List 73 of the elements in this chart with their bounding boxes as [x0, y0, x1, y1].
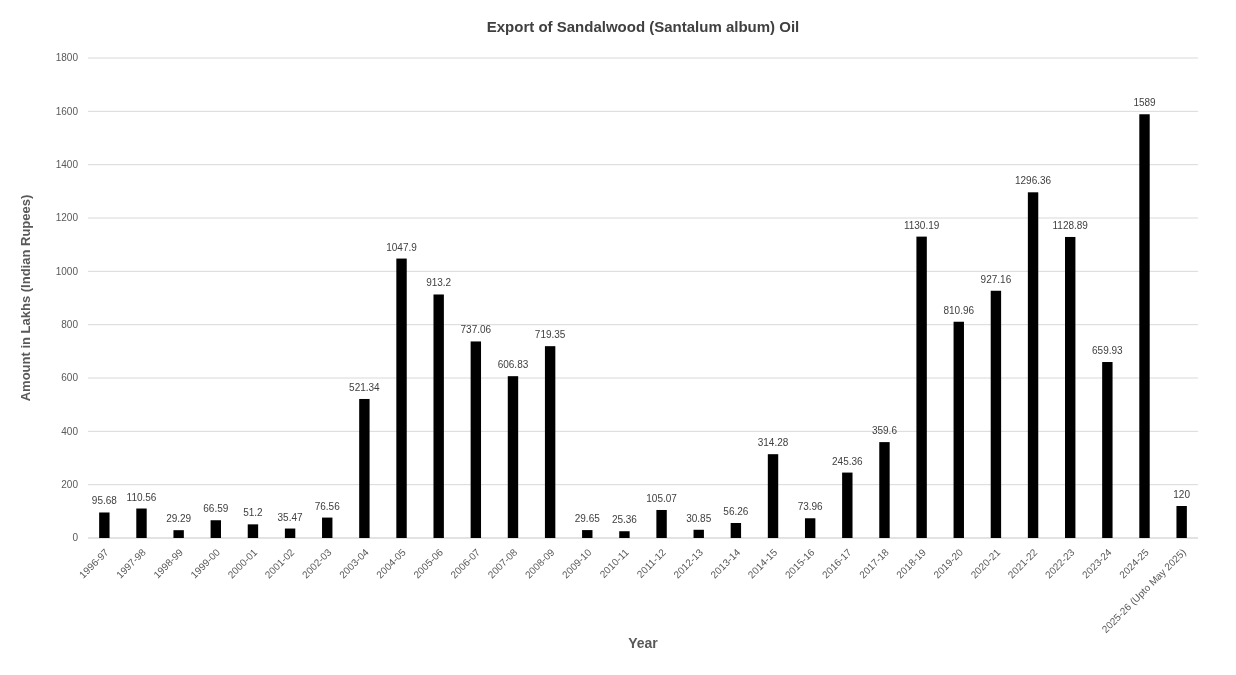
data-label: 73.96 — [797, 501, 824, 513]
bar — [1027, 192, 1039, 538]
data-label: 25.36 — [611, 514, 638, 526]
data-label: 606.83 — [497, 359, 529, 371]
data-label: 927.16 — [980, 273, 1012, 285]
bar — [693, 529, 704, 538]
y-tick-label: 400 — [61, 425, 79, 437]
bar — [916, 236, 927, 538]
bar — [767, 454, 779, 538]
y-tick-label: 1600 — [55, 105, 79, 117]
data-label: 737.06 — [460, 324, 492, 336]
data-label: 29.65 — [574, 513, 601, 525]
bar — [990, 290, 1002, 538]
bar — [804, 518, 816, 538]
data-label: 1296.36 — [1014, 175, 1052, 187]
data-label: 51.2 — [243, 507, 264, 519]
bar — [619, 531, 630, 538]
x-axis-title: Year — [628, 635, 659, 651]
data-label: 56.26 — [723, 506, 749, 517]
bar — [1139, 114, 1150, 538]
bar — [1102, 362, 1113, 538]
data-label: 105.07 — [646, 492, 678, 504]
data-label: 810.96 — [943, 304, 975, 316]
data-label: 1589 — [1133, 97, 1157, 109]
data-label: 1130.19 — [903, 219, 940, 231]
data-label: 30.85 — [686, 512, 712, 524]
data-label: 719.35 — [534, 329, 566, 341]
data-label: 521.34 — [349, 381, 381, 393]
bar — [322, 517, 333, 538]
data-label: 245.36 — [832, 455, 864, 467]
bar — [99, 512, 110, 538]
y-tick-label: 200 — [61, 478, 79, 490]
y-tick-label: 600 — [61, 372, 79, 384]
bar — [582, 530, 593, 538]
bar — [730, 523, 742, 538]
bar — [507, 376, 519, 538]
bar — [1176, 506, 1187, 538]
y-tick-label: 1000 — [55, 265, 79, 277]
data-label: 76.56 — [314, 500, 341, 512]
bar — [842, 472, 853, 538]
y-tick-label: 1400 — [55, 158, 79, 170]
chart-title: Export of Sandalwood (Santalum album) Oil — [486, 18, 800, 35]
y-tick-label: 0 — [72, 532, 79, 544]
bar — [359, 398, 370, 538]
bar — [247, 524, 259, 538]
bar — [173, 530, 184, 538]
bar — [210, 520, 221, 538]
data-label: 913.2 — [426, 277, 452, 289]
data-label: 1047.9 — [386, 241, 418, 253]
data-label: 29.29 — [166, 513, 192, 525]
bar — [656, 509, 667, 538]
data-label: 314.28 — [757, 437, 789, 449]
bar — [1065, 236, 1076, 538]
bar — [953, 321, 964, 538]
bar — [396, 258, 407, 538]
data-label: 120 — [1173, 489, 1191, 500]
data-label: 66.59 — [203, 503, 229, 515]
bar — [433, 294, 444, 538]
data-label: 1128.89 — [1052, 219, 1089, 231]
bar — [470, 341, 482, 538]
bar — [136, 508, 147, 538]
y-tick-label: 1800 — [55, 52, 79, 64]
data-label: 35.47 — [277, 511, 304, 523]
bar — [879, 442, 890, 538]
y-tick-label: 800 — [61, 318, 79, 330]
y-axis-title: Amount in Lakhs (Indian Rupees) — [18, 194, 33, 402]
data-label: 110.56 — [126, 491, 157, 503]
data-label: 95.68 — [91, 495, 118, 507]
bar — [544, 346, 556, 538]
data-label: 359.6 — [871, 425, 898, 437]
y-tick-label: 1200 — [55, 212, 79, 224]
bar — [284, 528, 296, 538]
data-label: 659.93 — [1092, 345, 1124, 357]
